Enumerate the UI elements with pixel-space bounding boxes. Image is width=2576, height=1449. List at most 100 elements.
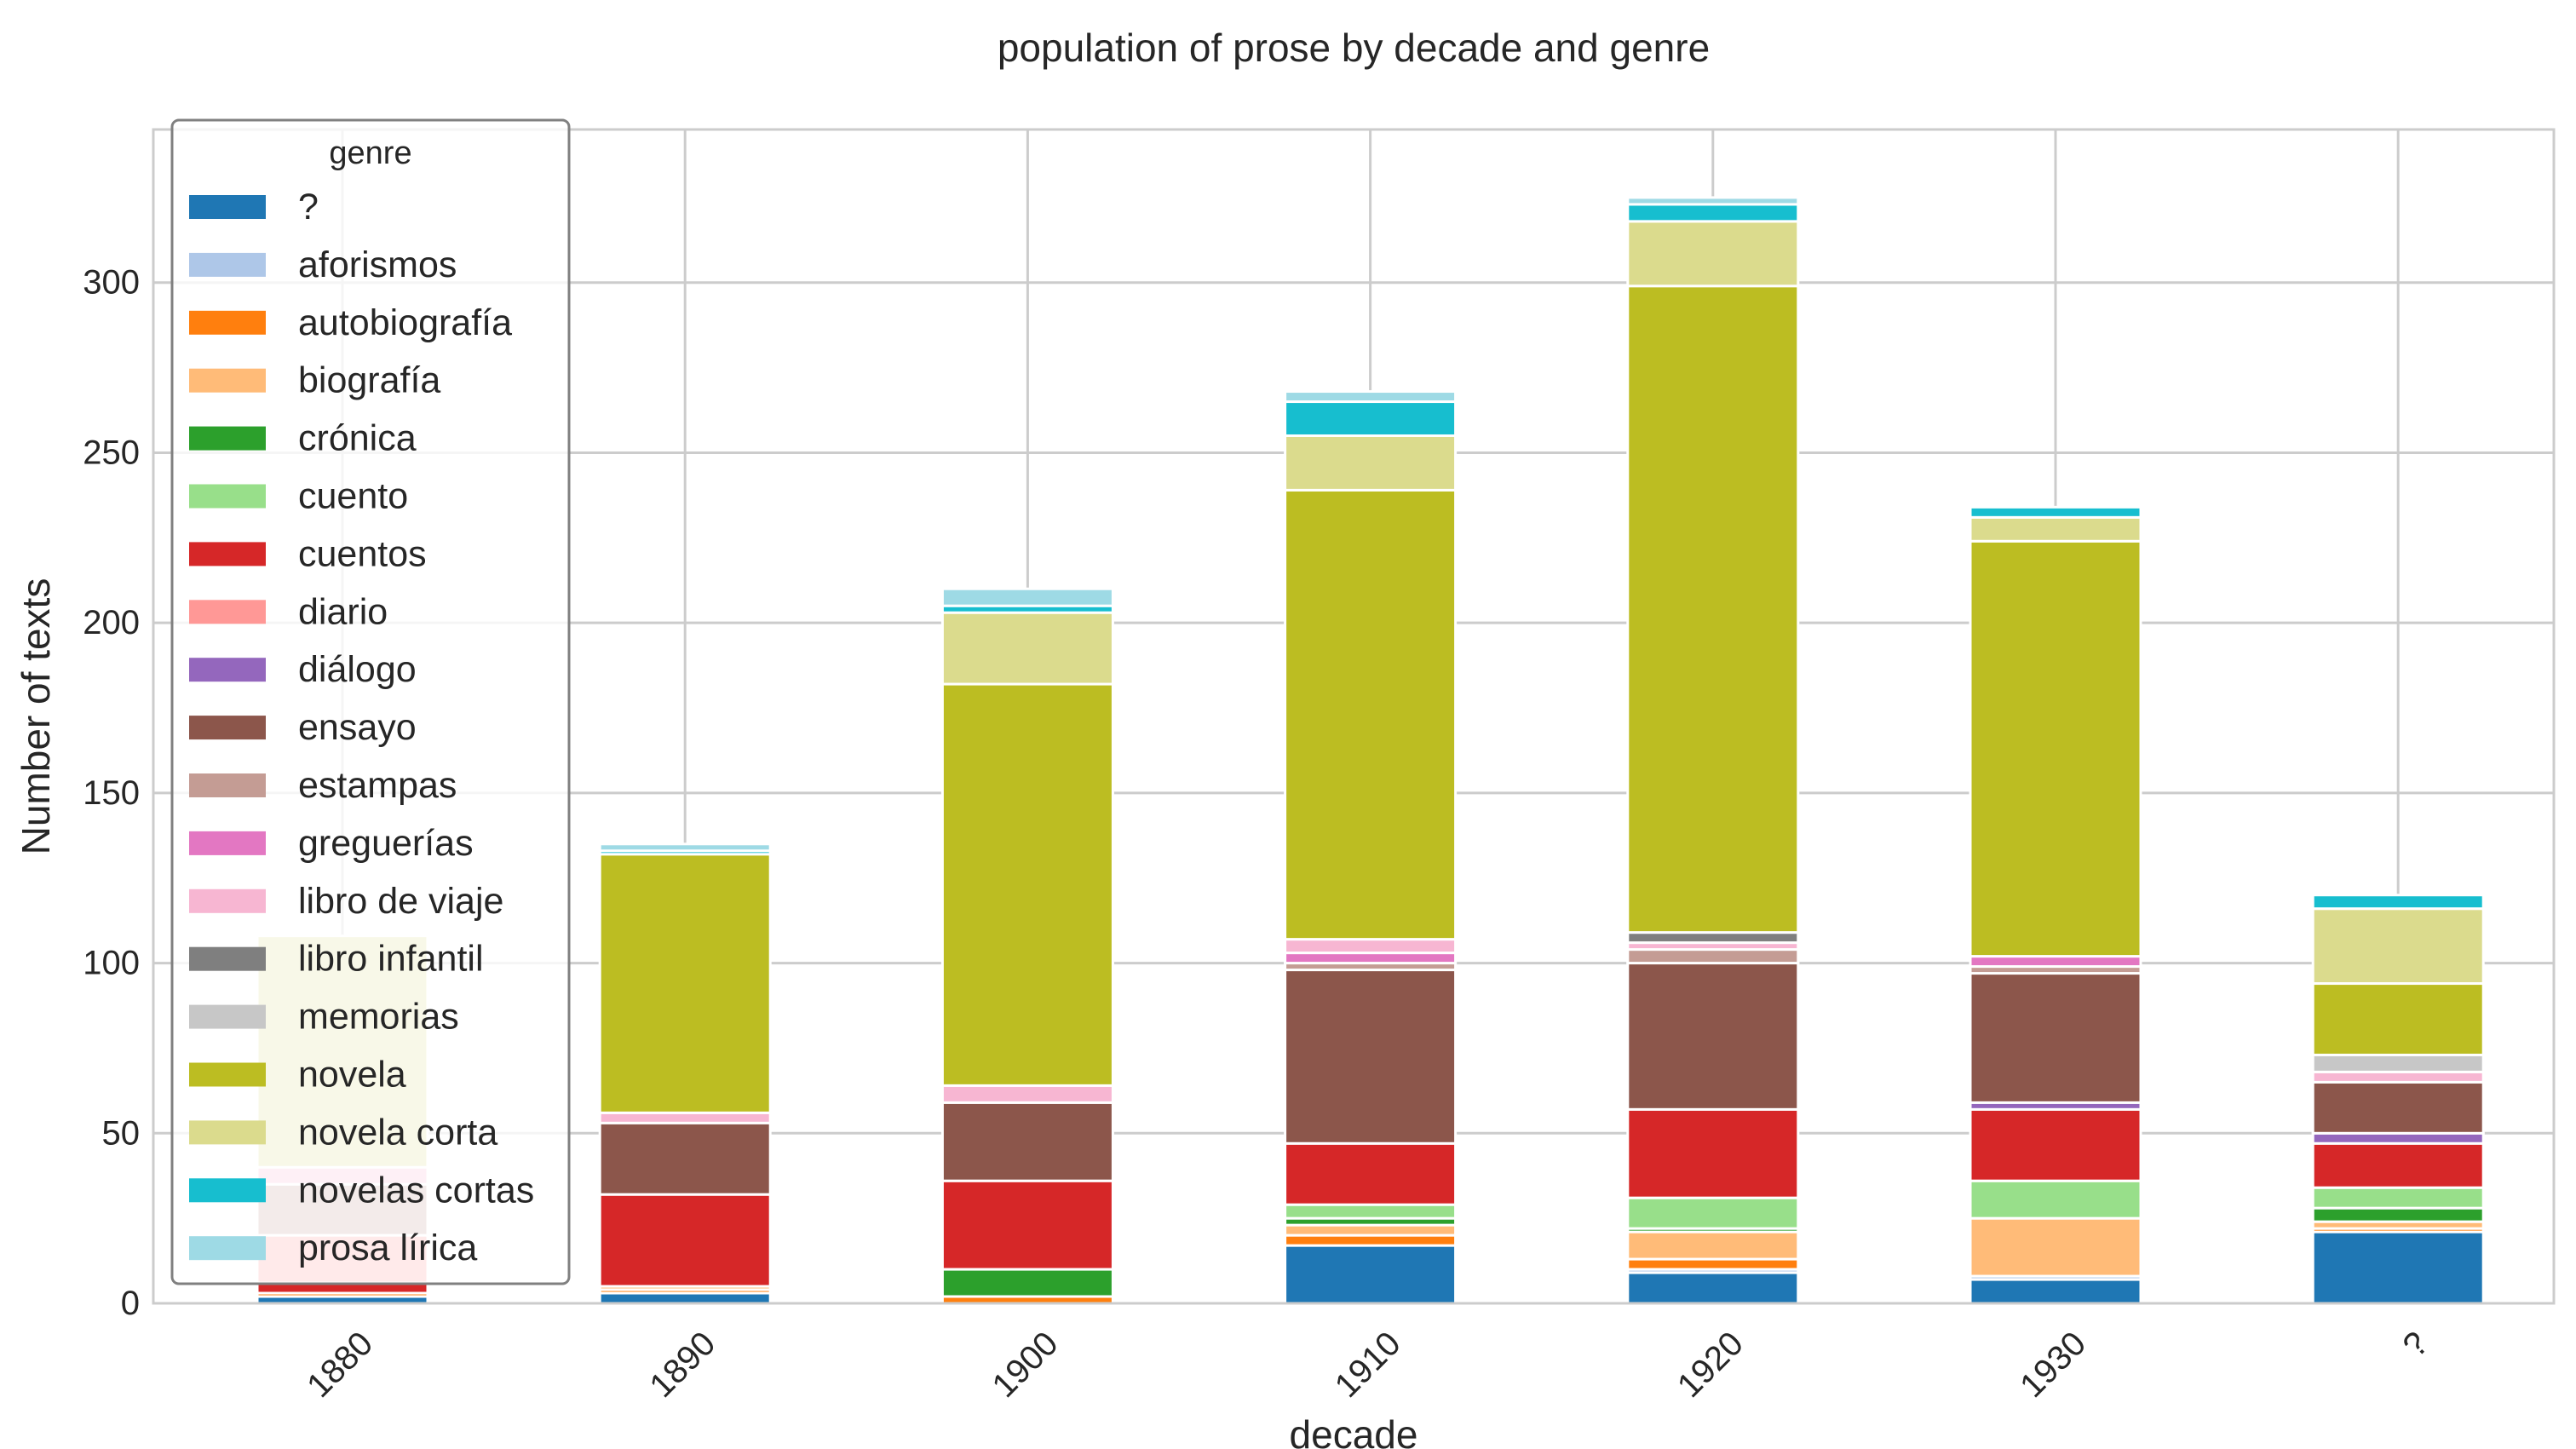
x-tick-label: 1920 bbox=[1670, 1325, 1751, 1405]
legend-swatch bbox=[189, 1236, 266, 1261]
y-axis-ticks: 0 50 100 150 200 250 300 bbox=[83, 264, 140, 1322]
bars bbox=[256, 196, 2485, 1305]
legend-swatch bbox=[189, 773, 266, 797]
bar-segment bbox=[1284, 390, 1458, 404]
bar-segment bbox=[1284, 1141, 1458, 1206]
bar-segment bbox=[1626, 203, 1800, 223]
bar-segment bbox=[1626, 1257, 1800, 1271]
chart-title: population of prose by decade and genre bbox=[998, 26, 1710, 70]
y-tick-label: 300 bbox=[83, 264, 140, 302]
bar-segment bbox=[1284, 400, 1458, 437]
bar-segment bbox=[1284, 938, 1458, 955]
legend: genre? aforismos autobiografía biografía cró… bbox=[170, 118, 571, 1285]
y-tick-label: 50 bbox=[102, 1114, 141, 1152]
legend-label: libro infantil bbox=[298, 939, 484, 980]
legend-label: diálogo bbox=[298, 649, 417, 690]
legend-label: cuentos bbox=[298, 533, 427, 574]
bar-segment bbox=[2311, 1186, 2485, 1210]
bar-segment bbox=[598, 1291, 772, 1305]
bar-segment bbox=[940, 1268, 1114, 1298]
legend-swatch bbox=[189, 195, 266, 219]
bar-stack bbox=[1969, 505, 2142, 1305]
bar-segment bbox=[1626, 962, 1800, 1111]
bar-stack bbox=[598, 842, 772, 1305]
bar-stack bbox=[1626, 196, 1800, 1305]
bar-segment bbox=[1626, 220, 1800, 288]
x-tick-label: 1930 bbox=[2013, 1325, 2093, 1405]
bar-segment bbox=[598, 853, 772, 1114]
y-tick-label: 0 bbox=[121, 1285, 140, 1322]
legend-swatch bbox=[189, 716, 266, 740]
bar-segment bbox=[2311, 1230, 2485, 1305]
legend-item: ensayo bbox=[189, 707, 417, 748]
y-tick-label: 250 bbox=[83, 434, 140, 471]
bar-stack bbox=[2311, 894, 2485, 1305]
legend-label: ensayo bbox=[298, 707, 417, 748]
bar-segment bbox=[940, 1101, 1114, 1182]
bar-segment bbox=[1284, 434, 1458, 492]
legend-item: prosa lírica bbox=[189, 1228, 477, 1268]
bar-segment bbox=[598, 1193, 772, 1288]
legend-item: cuentos bbox=[189, 533, 427, 574]
bar-segment bbox=[2311, 1080, 2485, 1135]
legend-item: estampas bbox=[189, 765, 457, 806]
bar-stack bbox=[940, 587, 1114, 1305]
legend-item: novelas cortas bbox=[189, 1170, 534, 1210]
legend-item: diario bbox=[189, 591, 388, 632]
bar-segment bbox=[1284, 952, 1458, 965]
legend-item: greguerías bbox=[189, 823, 474, 864]
bar-segment bbox=[1969, 1179, 2142, 1220]
bar-segment bbox=[1626, 931, 1800, 945]
bar-segment bbox=[2311, 1131, 2485, 1145]
bar-stack bbox=[1284, 390, 1458, 1305]
legend-item: memorias bbox=[189, 997, 459, 1038]
bar-segment bbox=[940, 611, 1114, 686]
legend-swatch bbox=[189, 252, 266, 277]
legend-swatch bbox=[189, 542, 266, 566]
legend-swatch bbox=[189, 368, 266, 393]
legend-label: libro de viaje bbox=[298, 881, 503, 922]
bar-segment bbox=[2311, 894, 2485, 911]
bar-segment bbox=[1284, 1244, 1458, 1305]
legend-label: biografía bbox=[298, 360, 440, 401]
bar-segment bbox=[1284, 969, 1458, 1145]
legend-item: crónica bbox=[189, 418, 417, 459]
legend-item: aforismos bbox=[189, 244, 457, 285]
legend-label: crónica bbox=[298, 418, 417, 459]
bar-segment bbox=[2311, 1206, 2485, 1223]
legend-label: greguerías bbox=[298, 823, 474, 864]
x-tick-label: 1880 bbox=[300, 1325, 380, 1405]
bar-segment bbox=[2311, 1141, 2485, 1189]
legend-swatch bbox=[189, 600, 266, 624]
bar-segment bbox=[940, 1084, 1114, 1104]
legend-label: cuento bbox=[298, 476, 408, 517]
legend-swatch bbox=[189, 426, 266, 451]
legend-item: diálogo bbox=[189, 649, 417, 690]
legend-swatch bbox=[189, 310, 266, 335]
bar-segment bbox=[940, 1179, 1114, 1271]
bar-segment bbox=[1969, 515, 2142, 543]
legend-swatch bbox=[189, 1062, 266, 1087]
bar-segment bbox=[1969, 1216, 2142, 1278]
bar-segment bbox=[598, 842, 772, 853]
x-tick-label: 1900 bbox=[986, 1325, 1066, 1405]
legend-item: libro infantil bbox=[189, 939, 484, 980]
legend-item: novela bbox=[189, 1055, 406, 1095]
x-axis-label: decade bbox=[1290, 1412, 1418, 1449]
legend-swatch bbox=[189, 831, 266, 855]
bar-segment bbox=[2311, 982, 2485, 1056]
legend-label: diario bbox=[298, 591, 388, 632]
legend-box bbox=[170, 118, 571, 1285]
legend-title: genre bbox=[329, 135, 411, 171]
bar-segment bbox=[598, 1111, 772, 1124]
legend-label: ? bbox=[298, 187, 319, 227]
bar-segment bbox=[940, 587, 1114, 607]
legend-label: memorias bbox=[298, 997, 459, 1038]
bar-segment bbox=[2311, 1053, 2485, 1073]
legend-swatch bbox=[189, 1178, 266, 1203]
legend-label: novela bbox=[298, 1055, 406, 1095]
legend-swatch bbox=[189, 1004, 266, 1029]
bar-segment bbox=[2311, 1070, 2485, 1084]
legend-item: ? bbox=[189, 187, 319, 227]
y-tick-label: 200 bbox=[83, 604, 140, 641]
